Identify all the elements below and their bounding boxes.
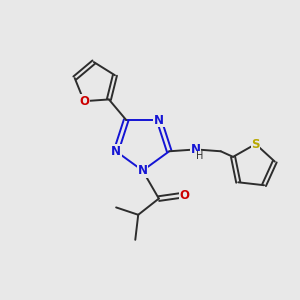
Text: O: O bbox=[79, 95, 89, 108]
Text: N: N bbox=[111, 145, 121, 158]
Text: S: S bbox=[251, 138, 260, 151]
Text: H: H bbox=[196, 151, 203, 161]
Text: O: O bbox=[180, 189, 190, 202]
Text: N: N bbox=[154, 113, 164, 127]
Text: N: N bbox=[138, 164, 148, 177]
Text: N: N bbox=[191, 143, 201, 156]
